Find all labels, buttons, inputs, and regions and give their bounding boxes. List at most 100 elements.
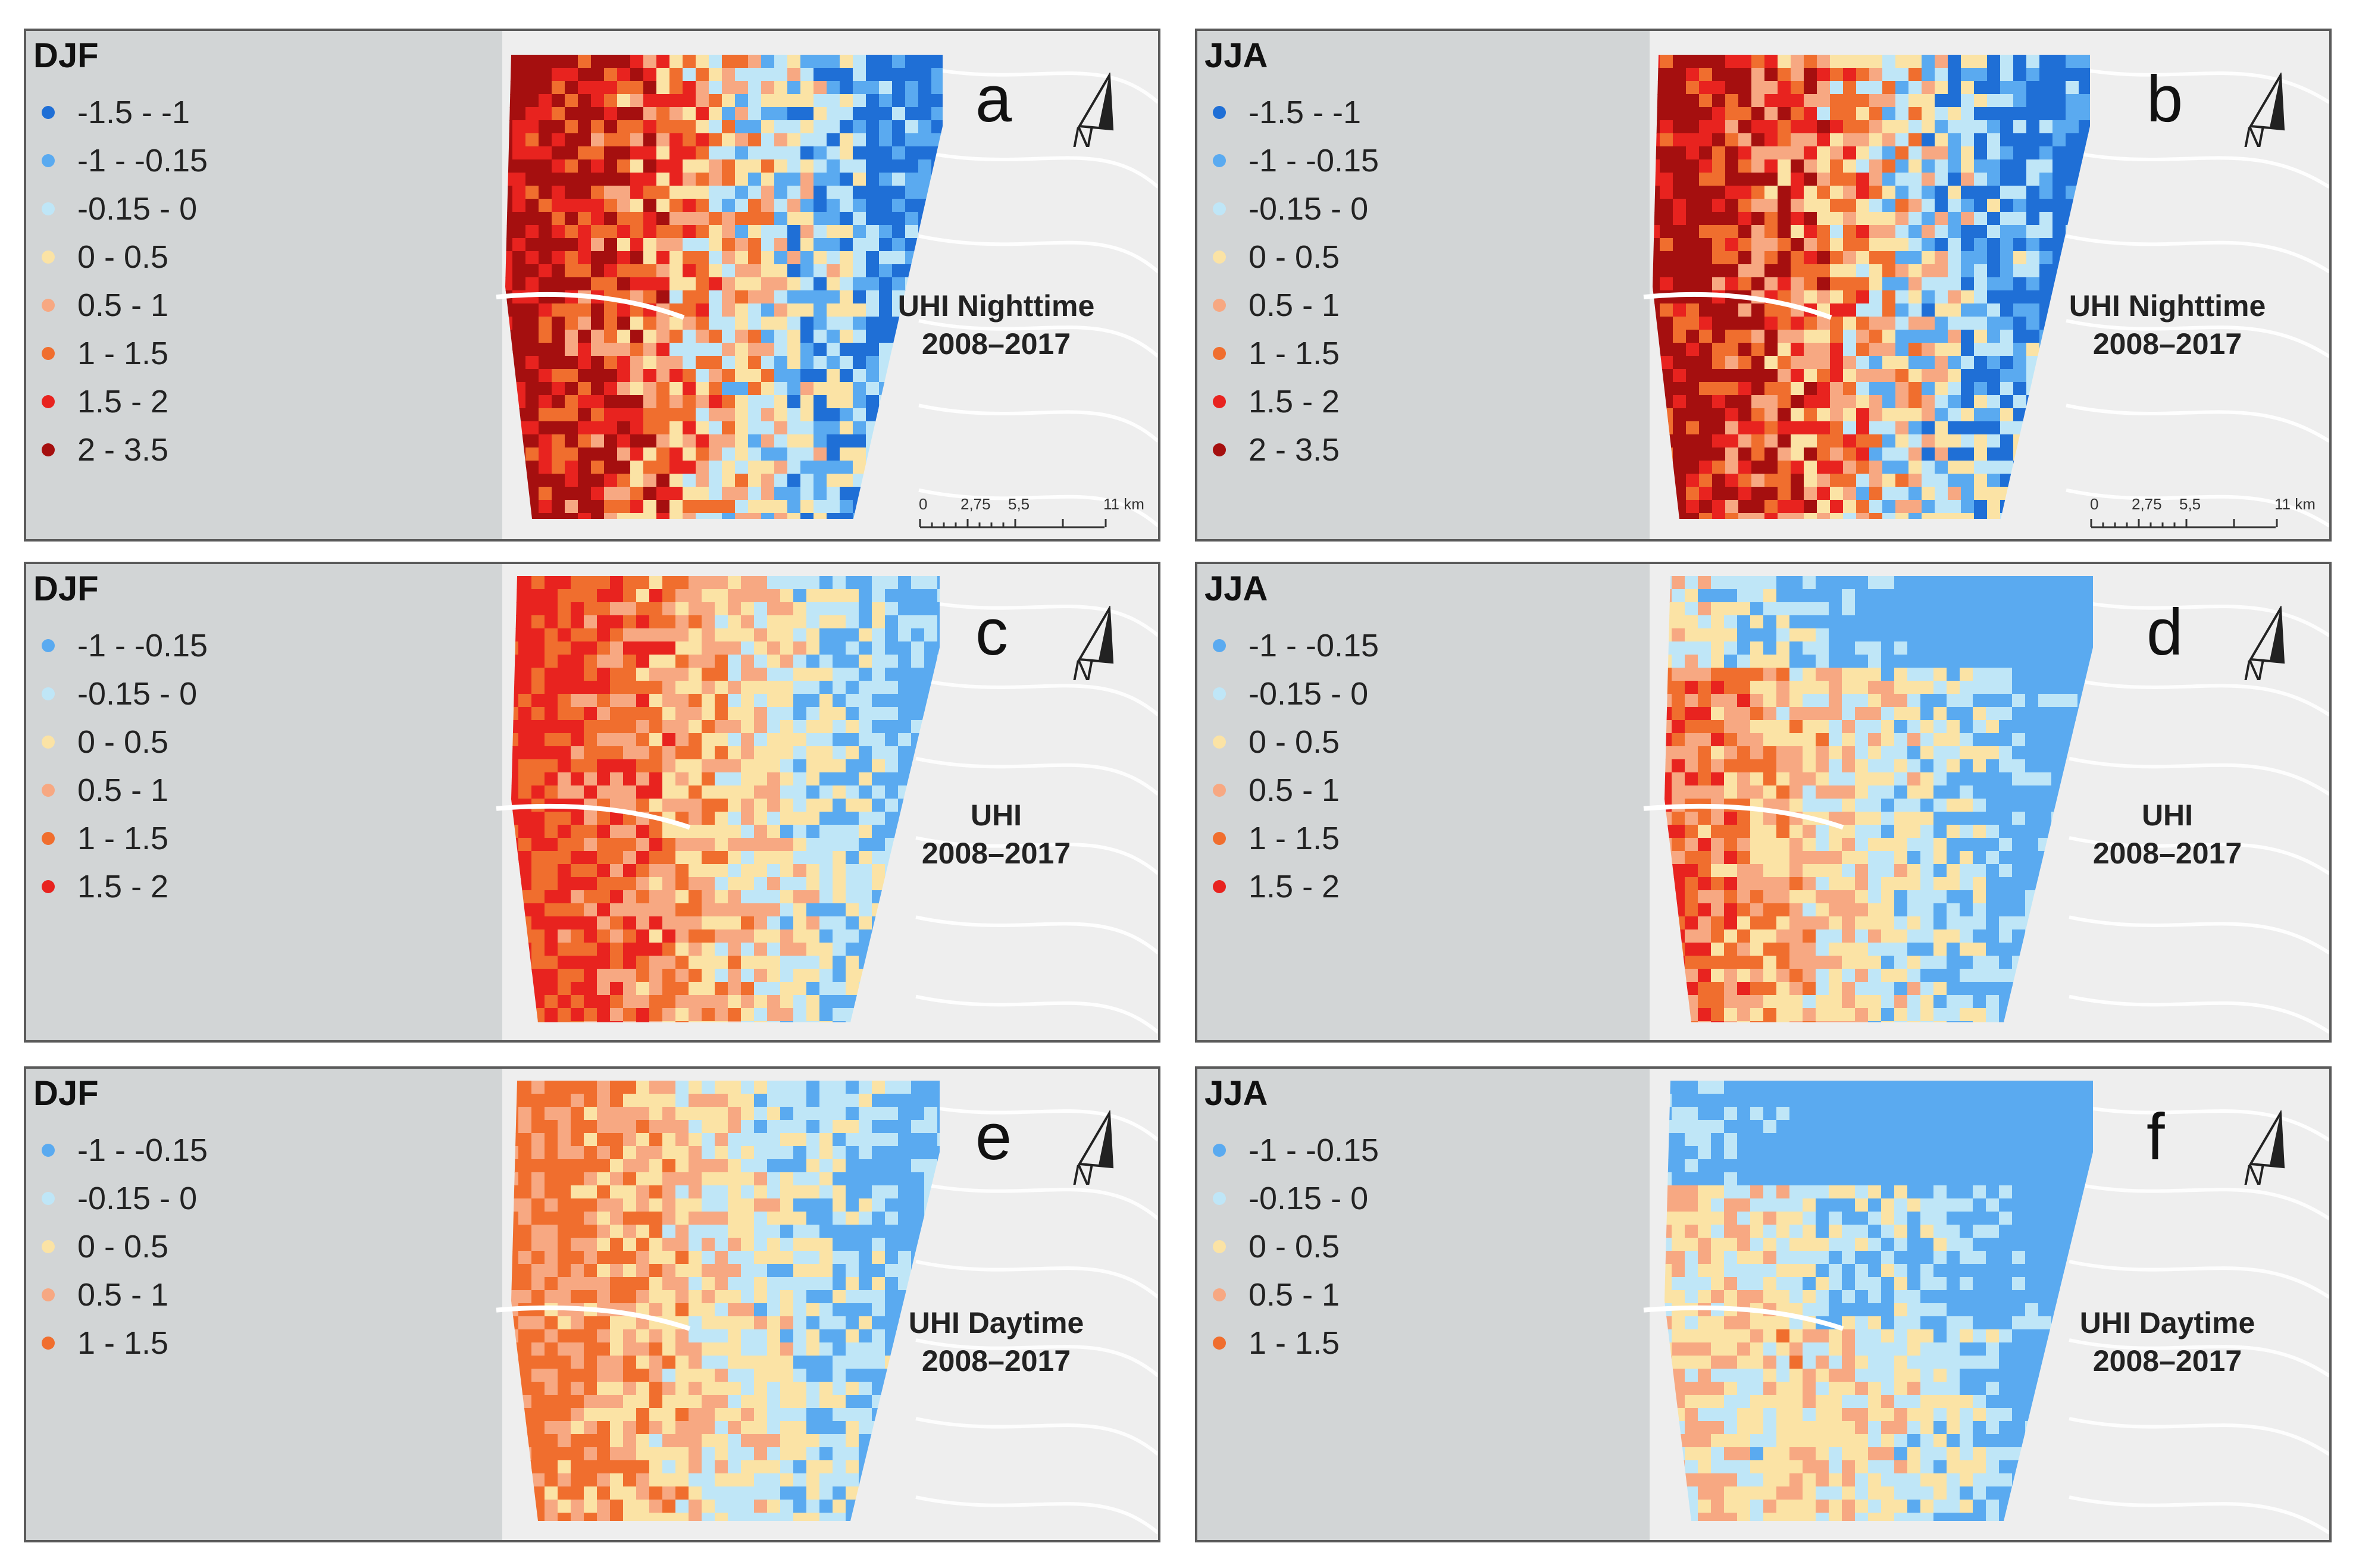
legend-swatch [42,395,55,408]
legend-item: -0.15 - 0 [1213,1174,1379,1222]
legend-item: 1 - 1.5 [1213,1319,1379,1367]
legend-label: 0 - 0.5 [77,724,169,760]
map-title-line1: UHI Daytime [2079,1306,2255,1339]
legend-label: 0.5 - 1 [77,1276,169,1313]
legend-item: -0.15 - 0 [42,669,208,718]
legend-swatch [1213,202,1226,215]
legend-label: 1.5 - 2 [1249,383,1340,420]
legend-item: 0 - 0.5 [1213,718,1379,766]
legend-label: 1.5 - 2 [77,383,169,420]
legend-item: -1 - -0.15 [1213,136,1379,184]
legend-item: -0.15 - 0 [42,184,208,233]
north-arrow-icon: N [1062,71,1127,165]
north-label: N [1072,1160,1093,1191]
legend-label: 2 - 3.5 [1249,431,1340,468]
map-title: UHI Daytime 2008–2017 [2030,1304,2304,1380]
panel-letter: f [2147,1100,2165,1173]
map-title-line1: UHI [970,799,1022,832]
season-label: DJF [33,1074,99,1113]
map-title-line1: UHI Daytime [908,1306,1084,1339]
map-title-line2: 2008–2017 [921,1344,1071,1378]
legend-swatch [1213,443,1226,456]
map-panel-a: DJF -1.5 - -1 -1 - -0.15 -0.15 - 0 0 - 0.5 0.… [24,29,1160,542]
legend-item: 0 - 0.5 [1213,1222,1379,1270]
legend: -1 - -0.15 -0.15 - 0 0 - 0.5 0.5 - 1 1 - 1.5… [42,621,208,910]
legend-item: 2 - 3.5 [1213,425,1379,474]
scale-ticks [919,519,1107,528]
legend-item: -1 - -0.15 [1213,1126,1379,1174]
legend-label: 0.5 - 1 [1249,1276,1340,1313]
legend-swatch [42,298,55,312]
legend-item: 0 - 0.5 [42,1222,208,1270]
legend-label: -0.15 - 0 [1249,190,1369,227]
legend-item: 0.5 - 1 [1213,281,1379,329]
map-panel-d: JJA -1 - -0.15 -0.15 - 0 0 - 0.5 0.5 - 1 1 - … [1195,562,2332,1043]
scale-ticks [2090,519,2278,528]
north-label: N [2244,655,2264,687]
legend-label: -1 - -0.15 [77,142,208,179]
north-arrow-icon: N [2233,605,2298,698]
legend-label: 0.5 - 1 [77,772,169,808]
north-label: N [2244,122,2264,154]
legend-label: -1 - -0.15 [1249,142,1379,179]
legend-swatch [1213,154,1226,167]
legend-label: 2 - 3.5 [77,431,169,468]
north-label: N [1072,655,1093,687]
panel-letter: b [2147,62,2183,136]
legend-label: -1 - -0.15 [77,1132,208,1168]
uhi-map [1197,564,2329,1040]
map-title: UHI Nighttime 2008–2017 [2030,287,2304,363]
legend-swatch [42,346,55,360]
legend-swatch [42,1143,55,1157]
uhi-map [26,31,1158,539]
road-lines [915,1103,1158,1535]
map-panel-f: JJA -1 - -0.15 -0.15 - 0 0 - 0.5 0.5 - 1 1 - … [1195,1066,2332,1542]
scale-label: 0 [2090,495,2099,513]
sea-area [26,1069,502,1540]
legend-label: 0.5 - 1 [77,287,169,323]
legend-swatch [1213,395,1226,408]
north-label: N [2244,1160,2264,1191]
legend-item: 1 - 1.5 [42,329,208,377]
road-lines [915,598,1158,1034]
map-panel-c: DJF -1 - -0.15 -0.15 - 0 0 - 0.5 0.5 - 1 1 - … [24,562,1160,1043]
legend-item: -1 - -0.15 [42,136,208,184]
legend-label: 0.5 - 1 [1249,772,1340,808]
legend-label: 1 - 1.5 [77,1325,169,1361]
legend-item: 1 - 1.5 [42,814,208,862]
scale-label: 2,75 [960,495,991,513]
uhi-map [1197,31,2329,539]
legend-swatch [42,1240,55,1253]
legend-label: 0 - 0.5 [77,1228,169,1265]
north-arrow-icon: N [1062,1109,1127,1203]
legend-item: -1.5 - -1 [1213,88,1379,136]
uhi-raster [511,1081,940,1521]
legend-label: 1 - 1.5 [1249,1325,1340,1361]
legend: -1.5 - -1 -1 - -0.15 -0.15 - 0 0 - 0.5 0.5 -… [1213,88,1379,474]
legend-item: 1.5 - 2 [1213,862,1379,910]
legend-swatch [42,880,55,893]
legend-swatch [1213,250,1226,264]
legend-label: 1.5 - 2 [1249,868,1340,905]
legend-swatch [42,154,55,167]
legend-swatch [42,1336,55,1350]
map-title-line2: 2008–2017 [2092,327,2242,361]
sea-area [1197,564,1650,1040]
north-arrow-icon: N [2233,71,2298,165]
legend-swatch [1213,1336,1226,1350]
map-title: UHI 2008–2017 [2030,796,2304,872]
legend-item: -0.15 - 0 [1213,669,1379,718]
scale-label: 5,5 [1008,495,1030,513]
legend-label: -1 - -0.15 [1249,1132,1379,1168]
legend-label: 1 - 1.5 [1249,335,1340,371]
legend: -1.5 - -1 -1 - -0.15 -0.15 - 0 0 - 0.5 0.5 -… [42,88,208,474]
legend-swatch [42,1288,55,1301]
map-title: UHI Nighttime 2008–2017 [859,287,1133,363]
legend-swatch [42,1191,55,1205]
map-panel-b: JJA -1.5 - -1 -1 - -0.15 -0.15 - 0 0 - 0.5 0.… [1195,29,2332,542]
map-title-line1: UHI [2141,799,2194,832]
panel-letter: c [975,596,1008,669]
legend-swatch [42,831,55,845]
north-arrow-icon: N [2233,1109,2298,1203]
legend-swatch [1213,298,1226,312]
